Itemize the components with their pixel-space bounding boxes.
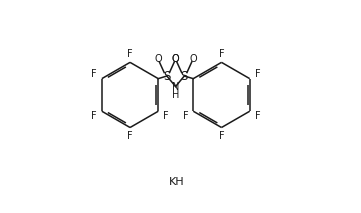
Text: S: S [180, 69, 188, 82]
Text: O: O [189, 54, 197, 64]
Text: F: F [255, 111, 260, 121]
Text: F: F [91, 111, 97, 121]
Text: KH: KH [169, 177, 184, 187]
Text: F: F [127, 49, 133, 59]
Text: F: F [183, 111, 188, 121]
Text: F: F [219, 49, 224, 59]
Text: O: O [154, 54, 162, 64]
Text: N: N [172, 82, 179, 92]
Text: F: F [255, 69, 260, 79]
Text: O: O [171, 54, 179, 64]
Text: F: F [163, 111, 169, 121]
Text: F: F [91, 69, 97, 79]
Text: F: F [127, 131, 133, 141]
Text: O: O [172, 54, 179, 64]
Text: H: H [172, 89, 179, 99]
Text: S: S [163, 69, 170, 82]
Text: F: F [219, 131, 224, 141]
